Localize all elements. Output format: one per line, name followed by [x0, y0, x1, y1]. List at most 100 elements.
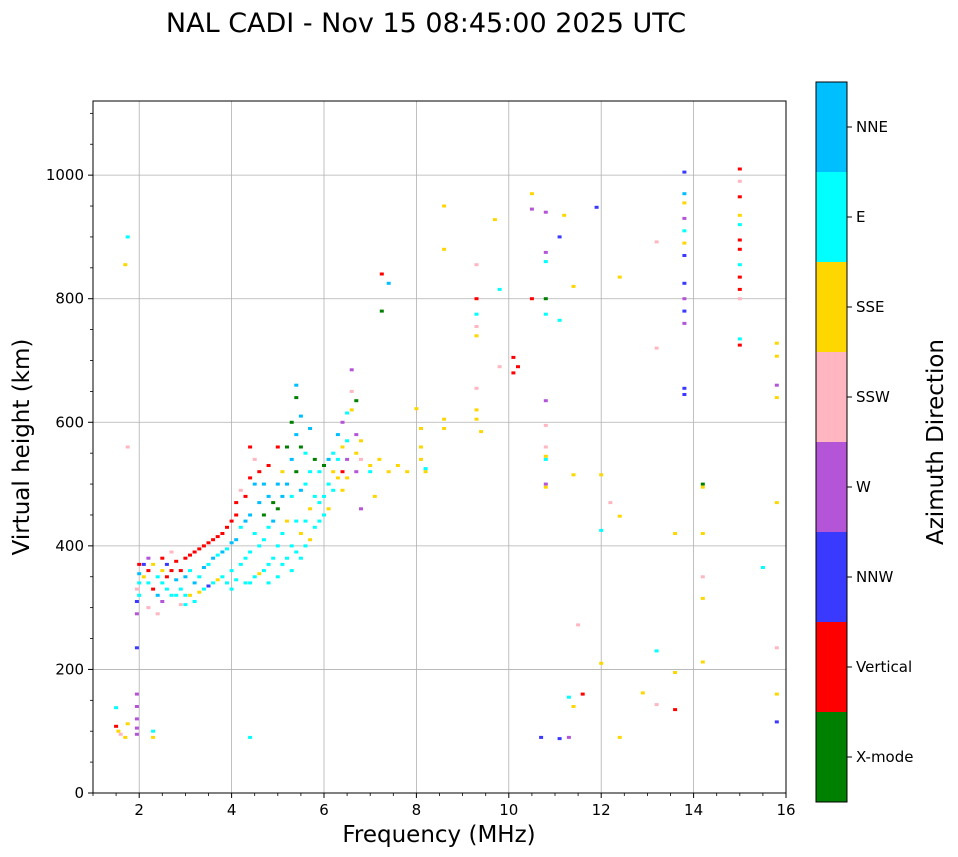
- colorbar-segment: [816, 262, 847, 352]
- echo-point: [238, 562, 243, 566]
- echo-point: [737, 247, 742, 251]
- echo-point: [206, 541, 211, 545]
- echo-point: [557, 235, 562, 239]
- x-axis: 2 4 6 8 10 12 14 16: [92, 793, 796, 819]
- echo-point: [345, 411, 350, 415]
- echo-point: [349, 408, 354, 412]
- echo-point: [215, 553, 220, 557]
- echo-point: [700, 660, 705, 664]
- echo-point: [386, 470, 391, 474]
- echo-point: [271, 501, 276, 505]
- echo-point: [474, 386, 479, 390]
- echo-point: [183, 575, 188, 579]
- echo-point: [474, 334, 479, 338]
- echo-point: [317, 501, 322, 505]
- echo-point: [215, 578, 220, 582]
- echo-point: [737, 195, 742, 199]
- echo-point: [134, 646, 139, 650]
- echo-point: [183, 593, 188, 597]
- echo-point: [160, 569, 165, 573]
- echo-point: [774, 501, 779, 505]
- echo-point: [599, 661, 604, 665]
- plot-area: [93, 101, 786, 793]
- colorbar-segment: [816, 82, 847, 172]
- echo-point: [354, 451, 359, 455]
- echo-point: [261, 513, 266, 517]
- echo-point: [289, 544, 294, 548]
- echo-point: [303, 482, 308, 486]
- echo-point: [322, 464, 326, 467]
- echo-point: [571, 705, 576, 708]
- echo-point: [134, 732, 139, 736]
- echo-point: [377, 457, 382, 461]
- echo-point: [774, 341, 779, 345]
- colorbar: X-mode Vertical NNW W SSW SSE E NNE: [815, 81, 913, 803]
- echo-point: [474, 325, 479, 328]
- echo-point: [566, 695, 571, 699]
- echo-point: [125, 722, 130, 726]
- echo-point: [164, 587, 169, 591]
- echo-point: [137, 572, 142, 576]
- echo-point: [123, 735, 128, 739]
- echo-point: [234, 513, 239, 517]
- echo-point: [529, 297, 534, 301]
- echo-point: [285, 482, 289, 486]
- echo-point: [243, 519, 248, 523]
- echo-point: [543, 312, 548, 316]
- echo-point: [737, 238, 742, 242]
- echo-point: [248, 445, 253, 449]
- echo-point: [178, 603, 183, 607]
- echo-point: [294, 396, 299, 400]
- echo-point: [419, 445, 423, 449]
- x-tick-label: 12: [592, 801, 611, 819]
- echo-point: [146, 606, 151, 610]
- echo-point: [317, 470, 322, 474]
- echo-point: [225, 525, 229, 529]
- echo-point: [617, 514, 622, 518]
- echo-point: [774, 692, 779, 696]
- echo-point: [271, 556, 276, 560]
- echo-point: [543, 423, 548, 427]
- echo-point: [340, 488, 345, 492]
- echo-point: [248, 581, 253, 585]
- echo-point: [673, 532, 678, 535]
- echo-point: [312, 525, 317, 529]
- echo-point: [543, 485, 548, 489]
- echo-point: [737, 179, 742, 183]
- echo-point: [206, 562, 211, 566]
- echo-point: [479, 430, 484, 434]
- echo-point: [201, 544, 206, 548]
- y-tick-label: 200: [55, 660, 84, 678]
- x-tick-label: 16: [776, 801, 795, 819]
- x-tick-label: 8: [412, 801, 422, 819]
- echo-point: [562, 213, 567, 217]
- echo-point: [298, 414, 303, 418]
- echo-point: [682, 393, 687, 396]
- echo-point: [737, 263, 742, 267]
- colorbar-tick-label: X-mode: [856, 748, 913, 766]
- echo-point: [331, 451, 336, 455]
- chart-title: NAL CADI - Nov 15 08:45:00 2025 UTC: [166, 8, 686, 39]
- echo-point: [220, 532, 225, 535]
- echo-point: [298, 556, 303, 560]
- echo-point: [395, 464, 400, 467]
- echo-point: [257, 501, 262, 505]
- echo-point: [543, 297, 548, 301]
- echo-point: [197, 590, 202, 594]
- y-axis-label: Virtual height (km): [9, 339, 35, 556]
- echo-point: [280, 494, 285, 498]
- echo-point: [345, 476, 350, 480]
- echo-point: [160, 600, 165, 603]
- echo-point: [266, 494, 271, 498]
- echo-point: [137, 562, 142, 566]
- echo-point: [608, 501, 613, 505]
- echo-point: [303, 451, 308, 455]
- echo-point: [164, 562, 169, 566]
- echo-point: [169, 550, 174, 554]
- echo-point: [529, 207, 534, 211]
- echo-point: [234, 501, 239, 505]
- x-tick-label: 10: [499, 801, 518, 819]
- colorbar-tick-label: NNW: [856, 568, 893, 586]
- echo-point: [174, 578, 179, 582]
